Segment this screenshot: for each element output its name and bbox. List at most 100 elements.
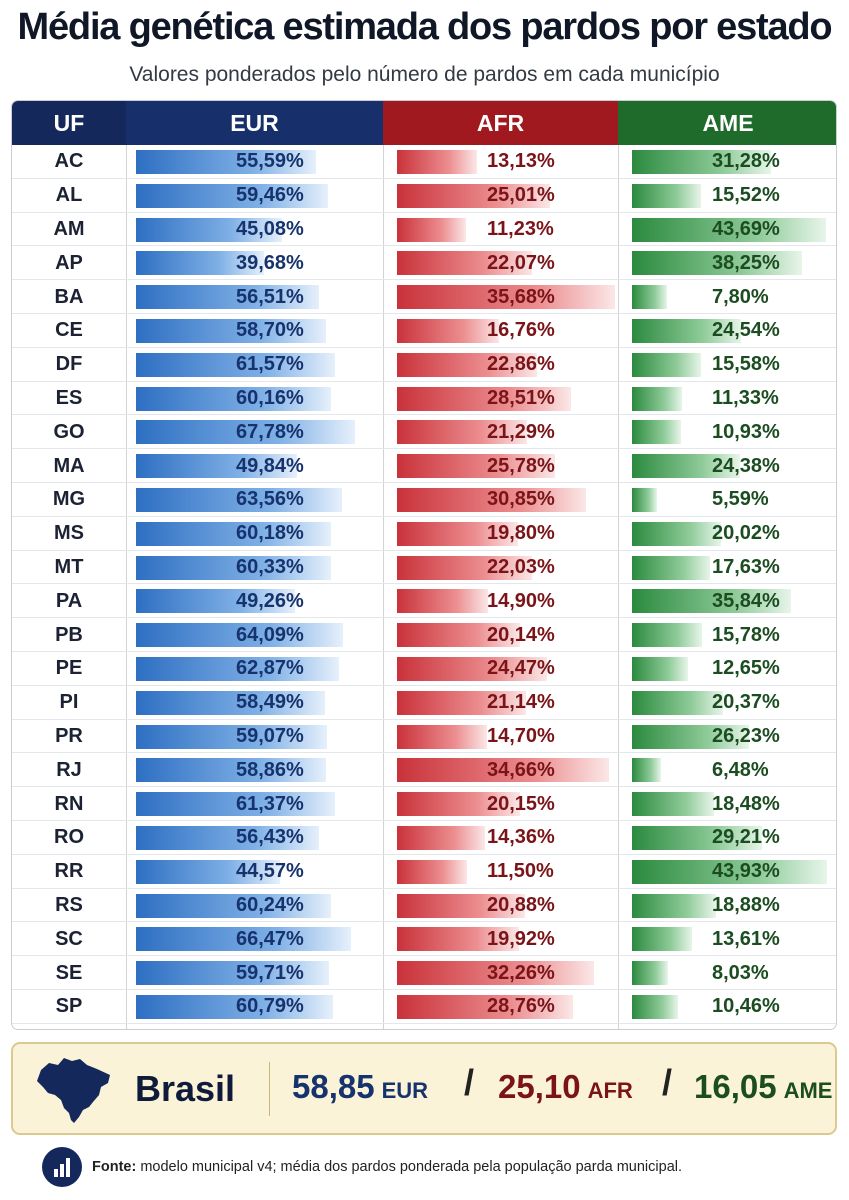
cell-uf: PE	[55, 657, 83, 680]
table-row: RO 56,43% 14,36% 29,21%	[12, 821, 836, 855]
source-text: Fonte: modelo municipal v4; média dos pa…	[92, 1159, 682, 1175]
table-row: MA 49,84% 25,78% 24,38%	[12, 449, 836, 483]
cell-ame: 5,59%	[712, 488, 769, 511]
eur-bar	[136, 386, 331, 411]
eur-bar	[136, 589, 296, 614]
eur-bar	[136, 758, 327, 783]
cell-afr: 11,50%	[487, 860, 554, 883]
table-row: MT 60,33% 22,03% 17,63%	[12, 551, 836, 585]
table-row: RS 60,24% 20,88% 18,88%	[12, 889, 836, 923]
ame-bar	[632, 420, 681, 445]
cell-uf: AL	[55, 184, 83, 207]
cell-uf: MS	[54, 522, 84, 545]
eur-bar	[136, 995, 333, 1019]
cell-uf: RN	[54, 792, 84, 815]
afr-bar	[397, 217, 466, 242]
afr-bar	[397, 386, 572, 411]
cell-eur: 58,49%	[236, 691, 304, 714]
cell-eur: 56,43%	[236, 826, 304, 849]
afr-bar	[397, 454, 555, 479]
cell-afr: 20,15%	[487, 792, 555, 815]
table-row: TO 58,94% 25,33% 15,74%	[12, 1024, 836, 1029]
cell-uf: PA	[55, 589, 83, 612]
cell-eur: 60,16%	[236, 386, 304, 409]
cell-eur: 59,46%	[236, 184, 304, 207]
afr-bar	[397, 961, 595, 986]
cell-uf: AM	[53, 217, 85, 240]
cell-ame: 18,48%	[712, 792, 780, 815]
table-row: MS 60,18% 19,80% 20,02%	[12, 517, 836, 551]
summary-eur: 58,85 EUR	[292, 1044, 428, 1133]
table-row: BA 56,51% 35,68% 7,80%	[12, 280, 836, 314]
table-row: MG 63,56% 30,85% 5,59%	[12, 483, 836, 517]
afr-bar	[397, 521, 518, 546]
cell-afr: 19,92%	[487, 927, 555, 950]
cell-ame: 26,23%	[712, 724, 780, 747]
ame-bar	[632, 792, 715, 817]
cell-eur: 61,57%	[236, 353, 304, 376]
ame-bar	[632, 521, 721, 546]
eur-bar	[136, 521, 331, 546]
eur-bar	[136, 859, 281, 884]
afr-bar	[397, 251, 532, 276]
table-row: RN 61,37% 20,15% 18,48%	[12, 787, 836, 821]
eur-bar	[136, 454, 298, 479]
table-row: RJ 58,86% 34,66% 6,48%	[12, 753, 836, 787]
cell-eur: 58,70%	[236, 319, 304, 342]
cell-afr: 22,07%	[487, 251, 555, 274]
ame-bar	[632, 488, 657, 512]
source-description: modelo municipal v4; média dos pardos po…	[136, 1159, 683, 1175]
cell-eur: 63,56%	[236, 488, 304, 511]
ame-bar	[632, 454, 741, 479]
afr-bar	[397, 319, 500, 343]
afr-bar	[397, 183, 550, 208]
afr-bar	[397, 150, 478, 174]
summary-label: Brasil	[135, 1067, 236, 1109]
cell-afr: 32,26%	[487, 961, 555, 984]
ame-bar	[632, 183, 701, 208]
cell-uf: RJ	[56, 758, 82, 781]
eur-bar	[136, 724, 328, 749]
ame-bar	[632, 623, 703, 648]
cell-uf: SP	[55, 995, 83, 1018]
cell-afr: 25,33%	[487, 1024, 555, 1029]
afr-bar	[397, 352, 537, 377]
cell-uf: TO	[12, 1024, 126, 1029]
source-footer: Fonte: modelo municipal v4; média dos pa…	[42, 1147, 682, 1187]
cell-afr: 19,80%	[487, 522, 555, 545]
page-subtitle: Valores ponderados pelo número de pardos…	[129, 63, 720, 86]
table-row: PB 64,09% 20,14% 15,78%	[12, 618, 836, 652]
summary-ame-unit: AME	[783, 1078, 833, 1103]
cell-eur: 49,26%	[236, 589, 304, 612]
ame-bar	[632, 657, 689, 681]
cell-ame: 24,38%	[712, 454, 780, 477]
table-row: SP 60,79% 28,76% 10,46%	[12, 990, 836, 1024]
afr-bar	[397, 826, 485, 850]
eur-bar	[136, 488, 342, 512]
eur-bar	[136, 623, 344, 648]
table-header: UF EUR AFR AME	[12, 101, 836, 145]
cell-uf: SE	[55, 961, 83, 984]
cell-eur: 45,08%	[236, 217, 304, 240]
cell-afr: 28,51%	[487, 386, 555, 409]
afr-bar	[397, 859, 468, 884]
cell-afr: 14,90%	[487, 589, 555, 612]
cell-eur: 56,51%	[236, 285, 304, 308]
ame-bar	[632, 285, 667, 310]
ame-bar	[632, 826, 762, 850]
afr-bar	[397, 1028, 552, 1029]
ame-bar	[632, 251, 802, 276]
eur-bar	[136, 927, 352, 952]
header-ame: AME	[618, 101, 836, 145]
table-row: SC 66,47% 19,92% 13,61%	[12, 922, 836, 956]
afr-bar	[397, 724, 487, 749]
eur-bar	[136, 792, 335, 817]
eur-bar	[136, 657, 340, 681]
afr-bar	[397, 927, 519, 952]
cell-uf: PB	[55, 623, 83, 646]
cell-ame: 35,84%	[712, 589, 780, 612]
afr-bar	[397, 792, 521, 817]
eur-bar	[136, 826, 319, 850]
summary-ame: 16,05 AME	[694, 1044, 832, 1133]
summary-ame-value: 16,05	[694, 1068, 777, 1105]
